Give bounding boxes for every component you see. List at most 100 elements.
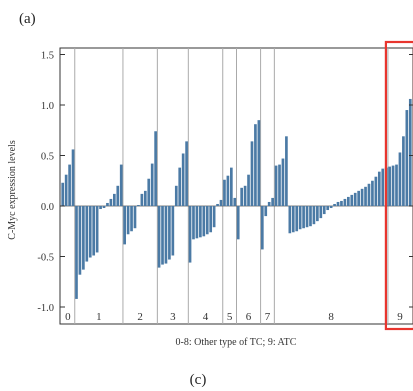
bar xyxy=(130,206,133,232)
bar xyxy=(329,206,333,209)
bar xyxy=(161,206,164,265)
group-label: 7 xyxy=(265,311,271,323)
bar xyxy=(199,206,202,238)
bar xyxy=(212,206,216,228)
bar xyxy=(271,197,274,206)
bar xyxy=(68,164,71,206)
bar xyxy=(278,164,281,206)
panel-label-top: (a) xyxy=(19,11,36,27)
bar xyxy=(106,202,109,206)
bar xyxy=(381,168,385,206)
bar xyxy=(236,206,240,240)
group-label: 3 xyxy=(170,311,176,323)
bar-series xyxy=(60,98,413,299)
bar xyxy=(147,178,151,206)
bar xyxy=(195,206,199,239)
bar xyxy=(82,206,85,270)
bar xyxy=(230,167,233,206)
bar xyxy=(260,206,264,250)
bar xyxy=(405,110,409,206)
bar xyxy=(64,174,68,206)
bar xyxy=(216,203,219,206)
bar xyxy=(119,164,123,206)
bar xyxy=(274,165,278,206)
bar xyxy=(113,193,116,206)
bar xyxy=(353,192,357,206)
bar xyxy=(126,206,130,235)
panel-label-bottom: (c) xyxy=(190,372,207,388)
group-label: 4 xyxy=(203,311,209,323)
bar xyxy=(154,131,157,206)
bar xyxy=(143,190,147,206)
bar xyxy=(205,206,209,235)
bar xyxy=(367,183,371,206)
bar xyxy=(295,206,299,232)
group-label: 5 xyxy=(227,311,233,323)
bar xyxy=(336,201,340,206)
bar xyxy=(181,153,185,206)
bar xyxy=(243,185,247,206)
bar xyxy=(291,206,295,233)
bar xyxy=(402,136,405,206)
group-label: 9 xyxy=(397,311,403,323)
bar xyxy=(388,166,391,206)
group-labels: 0 1 2 3 4 5 6 7 8 9 xyxy=(65,311,403,323)
bar xyxy=(254,124,257,206)
atc-highlight xyxy=(384,40,413,331)
bar xyxy=(281,158,285,206)
bar xyxy=(99,206,102,210)
bar xyxy=(157,206,161,268)
bar xyxy=(395,164,398,206)
y-tick-label: -0.5 xyxy=(37,253,54,264)
bar xyxy=(185,141,188,206)
group-label: 6 xyxy=(246,311,252,323)
bar xyxy=(109,198,113,206)
bar xyxy=(168,206,171,260)
bar xyxy=(171,206,175,256)
bar xyxy=(233,197,237,206)
bar xyxy=(85,206,89,262)
bar xyxy=(250,141,254,206)
bar xyxy=(209,206,213,233)
bar xyxy=(75,206,78,299)
bar xyxy=(133,206,137,229)
y-axis: 1.5 1.0 0.5 0.0 -0.5 -1.0 xyxy=(37,51,413,314)
bar xyxy=(302,206,305,229)
bar xyxy=(188,206,192,263)
bar xyxy=(285,136,288,206)
plot-area: 0 1 2 3 4 5 6 7 8 9 1.5 1.0 0.5 0.0 -0.5 -1.0 xyxy=(37,40,413,331)
bar xyxy=(288,206,292,234)
y-tick-label: 1.0 xyxy=(41,101,54,112)
y-tick-label: 0.0 xyxy=(41,202,54,213)
bar xyxy=(340,200,343,206)
bar xyxy=(305,206,309,228)
bar xyxy=(322,206,326,215)
bar xyxy=(357,190,360,206)
bar xyxy=(92,206,96,256)
bar xyxy=(309,206,312,227)
bar xyxy=(360,188,364,206)
bar xyxy=(71,149,75,206)
bar xyxy=(398,152,402,206)
bar xyxy=(374,176,378,206)
bar xyxy=(123,206,126,245)
bar xyxy=(350,194,354,206)
bar xyxy=(377,171,381,206)
bar xyxy=(257,120,261,206)
bar xyxy=(371,180,374,206)
bar xyxy=(202,206,206,237)
group-label: 8 xyxy=(328,311,334,323)
bar xyxy=(326,206,330,211)
bar xyxy=(78,206,82,275)
bar xyxy=(364,186,367,206)
y-tick-label: 1.5 xyxy=(41,51,54,62)
bar xyxy=(192,206,195,240)
bar xyxy=(347,196,350,206)
bar xyxy=(178,167,182,206)
bar xyxy=(333,203,336,206)
bar xyxy=(312,206,316,225)
group-label: 2 xyxy=(137,311,143,323)
bar xyxy=(343,198,347,206)
bar xyxy=(116,185,120,206)
